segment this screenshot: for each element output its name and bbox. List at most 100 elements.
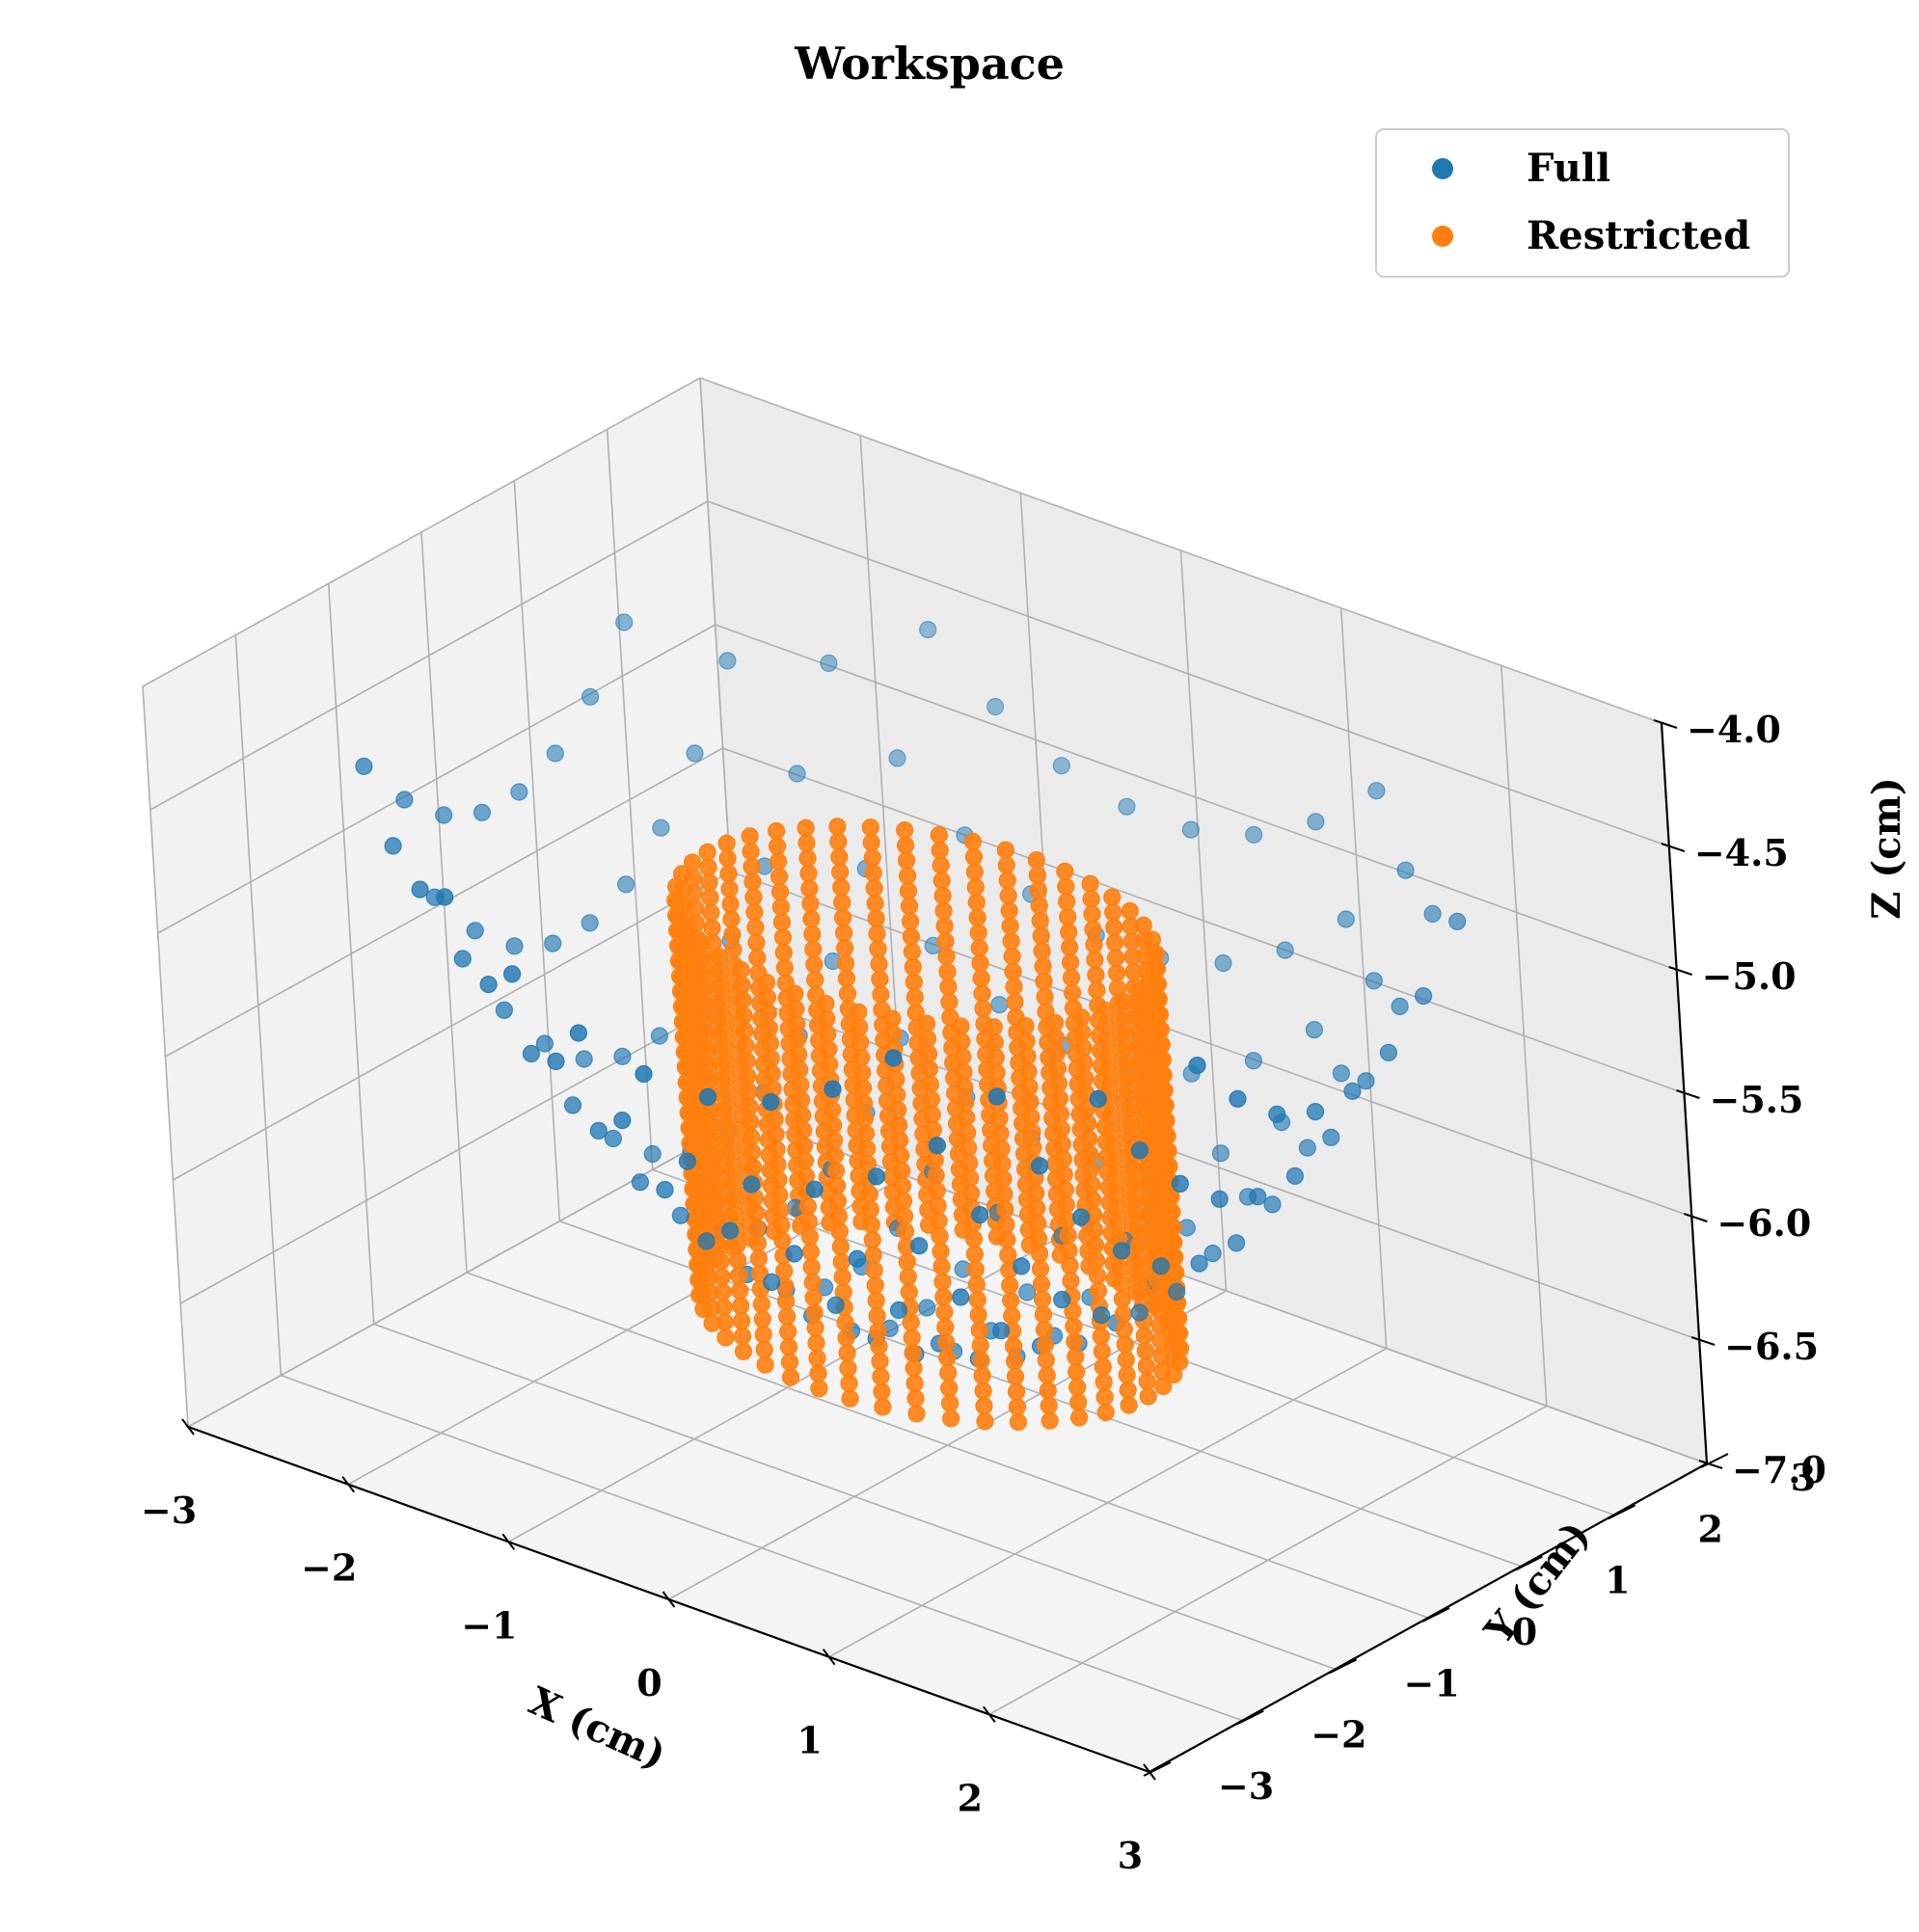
point-full xyxy=(1305,1020,1324,1039)
point-restricted xyxy=(1069,1393,1088,1411)
point-restricted xyxy=(994,1169,1013,1189)
point-restricted xyxy=(899,1268,917,1286)
point-restricted xyxy=(1094,1357,1112,1376)
point-restricted xyxy=(853,1063,872,1082)
z-tick-label: −4.0 xyxy=(1687,708,1781,751)
point-restricted xyxy=(793,1106,812,1124)
point-restricted xyxy=(996,841,1014,859)
point-restricted xyxy=(928,1181,946,1200)
point-restricted xyxy=(800,1227,819,1246)
point-restricted xyxy=(1086,951,1104,969)
z-tick-label: −5.5 xyxy=(1710,1078,1804,1121)
point-restricted xyxy=(900,897,919,916)
point-restricted xyxy=(1029,1214,1047,1233)
point-restricted xyxy=(1135,1073,1154,1091)
point-full xyxy=(569,1024,588,1042)
point-restricted xyxy=(917,1014,936,1033)
point-restricted xyxy=(995,1185,1014,1203)
point-full xyxy=(1053,1290,1071,1309)
point-restricted xyxy=(1083,905,1101,924)
point-restricted xyxy=(1029,881,1047,899)
point-restricted xyxy=(756,1355,774,1374)
point-restricted xyxy=(969,924,987,942)
point-restricted xyxy=(918,1030,937,1048)
point-restricted xyxy=(1033,942,1051,960)
point-full xyxy=(698,1087,717,1107)
point-restricted xyxy=(743,857,761,876)
point-full xyxy=(1089,1089,1107,1109)
point-restricted xyxy=(1063,983,1082,1002)
point-restricted xyxy=(733,1327,752,1346)
point-restricted xyxy=(722,910,741,928)
point-restricted xyxy=(1098,1047,1117,1065)
point-restricted xyxy=(774,943,793,962)
point-restricted xyxy=(854,1094,874,1113)
point-restricted xyxy=(932,872,951,890)
y-tick-label: −3 xyxy=(1218,1764,1274,1808)
point-restricted xyxy=(1118,1038,1136,1057)
point-restricted xyxy=(800,879,819,898)
point-restricted xyxy=(790,1045,808,1063)
point-full xyxy=(1448,912,1467,930)
point-restricted xyxy=(940,1379,959,1397)
point-restricted xyxy=(772,1216,791,1235)
point-full xyxy=(616,875,635,894)
point-restricted xyxy=(713,993,731,1011)
point-restricted xyxy=(702,903,720,922)
point-restricted xyxy=(1028,1199,1046,1218)
legend-marker-restricted xyxy=(1432,226,1453,247)
point-restricted xyxy=(1053,1135,1071,1153)
point-restricted xyxy=(1099,1061,1118,1081)
point-restricted xyxy=(973,984,991,1003)
point-restricted xyxy=(797,834,816,852)
point-restricted xyxy=(864,1246,882,1264)
point-restricted xyxy=(703,1115,722,1134)
y-tick-label: 2 xyxy=(1697,1507,1722,1550)
point-full xyxy=(479,975,498,994)
point-restricted xyxy=(1005,978,1023,996)
point-restricted xyxy=(796,1151,815,1170)
point-restricted xyxy=(724,1175,743,1194)
point-restricted xyxy=(789,1030,807,1049)
point-restricted xyxy=(679,919,697,938)
point-restricted xyxy=(897,851,916,870)
x-tick-mark xyxy=(341,1476,355,1493)
point-restricted xyxy=(888,1086,906,1104)
point-full xyxy=(1229,1089,1247,1108)
point-restricted xyxy=(806,971,824,989)
point-restricted xyxy=(1104,903,1122,922)
grid-line-z-left xyxy=(157,624,716,934)
point-restricted xyxy=(998,1230,1016,1249)
point-full xyxy=(1245,825,1263,844)
point-restricted xyxy=(850,1003,868,1021)
point-full xyxy=(589,1121,608,1140)
point-restricted xyxy=(1132,1012,1150,1031)
x-tick-label: −1 xyxy=(461,1603,517,1647)
point-restricted xyxy=(795,1137,814,1155)
point-full xyxy=(650,1027,669,1045)
point-restricted xyxy=(742,1113,760,1131)
point-restricted xyxy=(757,973,776,992)
point-full xyxy=(615,613,634,631)
point-restricted xyxy=(1036,1335,1055,1355)
point-restricted xyxy=(700,1055,718,1073)
point-restricted xyxy=(1049,1074,1068,1092)
point-full xyxy=(1214,953,1232,973)
point-restricted xyxy=(1100,1077,1119,1095)
point-restricted xyxy=(1087,1251,1106,1270)
point-restricted xyxy=(1075,1054,1094,1072)
point-restricted xyxy=(791,1060,809,1079)
point-restricted xyxy=(731,1281,749,1300)
point-restricted xyxy=(821,1055,839,1074)
point-restricted xyxy=(958,1108,976,1127)
y-tick-label: −2 xyxy=(1311,1713,1366,1757)
point-restricted xyxy=(899,882,918,900)
point-restricted xyxy=(932,1242,950,1261)
point-restricted xyxy=(862,1216,880,1234)
point-restricted xyxy=(741,827,759,845)
point-restricted xyxy=(1095,1001,1114,1020)
point-full xyxy=(697,1232,716,1250)
point-restricted xyxy=(754,1326,772,1344)
grid-line-z-left xyxy=(172,871,731,1181)
point-restricted xyxy=(737,1036,755,1055)
